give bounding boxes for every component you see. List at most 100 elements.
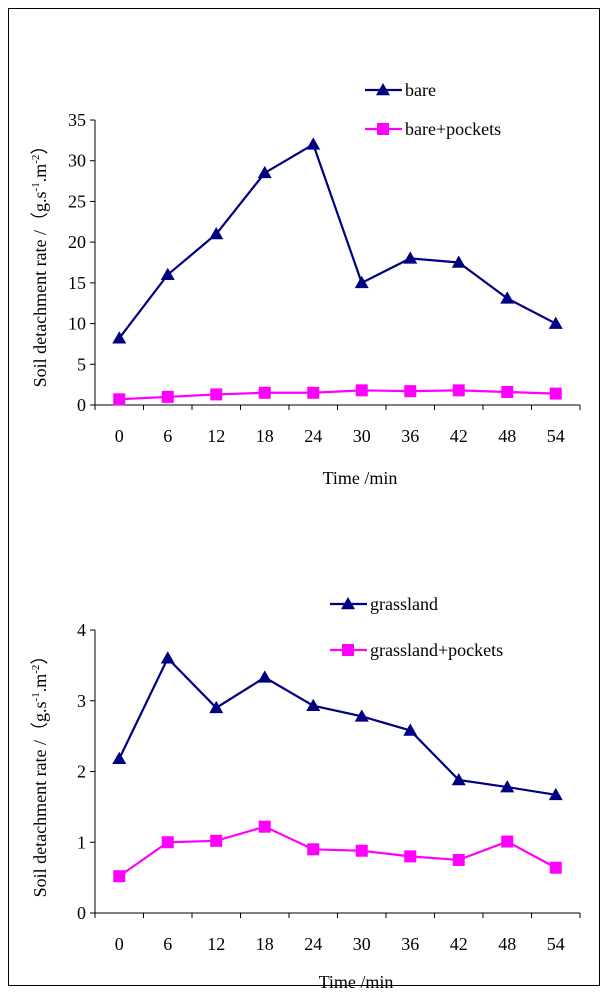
data-point-bare+pockets-7 — [452, 384, 465, 397]
legend-marker-bare — [376, 83, 390, 96]
chart-1-y-label-end: ） — [30, 137, 50, 155]
data-point-grassland+pockets-6 — [404, 850, 417, 863]
chart-2-legend: grassland grassland+pockets — [330, 594, 503, 660]
x-tick-label-0: 0 — [115, 934, 124, 954]
chart-1-x-axis-label: Time /min — [323, 468, 398, 488]
y-tick-label-1: 1 — [77, 832, 86, 852]
x-tick-label-7: 42 — [450, 426, 468, 446]
y-tick-label-3: 3 — [77, 691, 86, 711]
legend-marker-bare+pockets — [377, 123, 389, 135]
legend-label-grassland: grassland — [370, 594, 438, 614]
data-point-bare-7 — [451, 255, 466, 268]
data-point-grassland+pockets-1 — [161, 836, 174, 849]
x-tick-label-8: 48 — [498, 934, 516, 954]
data-point-grassland-4 — [306, 698, 321, 711]
data-point-grassland+pockets-8 — [501, 835, 514, 848]
chart-1-y-label-main: Soil detachment rate /（g.s — [30, 191, 50, 387]
data-point-grassland-7 — [451, 772, 466, 786]
legend-label-grassland+pockets: grassland+pockets — [370, 640, 503, 660]
chart-1-x-ticks: 0 6 12 18 24 30 36 42 48 54 — [94, 405, 581, 446]
data-point-bare+pockets-1 — [161, 390, 174, 403]
x-tick-label-1: 6 — [163, 426, 172, 446]
x-tick-label-2: 12 — [207, 934, 225, 954]
chart-1-y-label-mid: .m — [30, 164, 50, 183]
data-point-bare+pockets-2 — [210, 388, 223, 401]
data-point-grassland-5 — [354, 709, 369, 722]
x-tick-label-5: 30 — [353, 934, 371, 954]
y-tick-label-4: 4 — [77, 620, 86, 640]
data-point-bare+pockets-6 — [404, 385, 417, 398]
data-point-grassland+pockets-2 — [210, 834, 223, 847]
x-tick-label-0: 0 — [115, 426, 124, 446]
chart-2-y-label-mid: .m — [30, 674, 50, 693]
series-line-grassland — [118, 656, 556, 796]
chart-1-y-axis-label: Soil detachment rate /（g.s-1.m-2） — [30, 137, 50, 388]
legend-label-bare+pockets: bare+pockets — [405, 119, 501, 139]
data-point-bare-3 — [257, 165, 272, 179]
data-point-grassland+pockets-4 — [307, 843, 320, 856]
y-tick-label-2: 2 — [77, 762, 86, 782]
data-point-grassland+pockets-7 — [452, 853, 465, 866]
data-point-bare-0 — [112, 331, 127, 344]
x-tick-label-6: 36 — [401, 934, 419, 954]
data-point-bare-9 — [548, 316, 563, 329]
x-tick-label-4: 24 — [304, 934, 322, 954]
x-tick-label-9: 54 — [547, 934, 565, 954]
chart-2-y-axis-label: Soil detachment rate /（g.s-1.m-2） — [30, 647, 50, 898]
data-point-grassland+pockets-3 — [258, 820, 271, 833]
data-point-bare-1 — [160, 267, 175, 280]
chart-2-y-label-end: ） — [30, 647, 50, 665]
x-tick-label-7: 42 — [450, 934, 468, 954]
y-tick-label-1: 5 — [77, 354, 86, 374]
x-tick-label-5: 30 — [353, 426, 371, 446]
chart-1-y-ticks: 0 5 10 15 20 25 30 35 — [68, 110, 95, 415]
data-point-bare-6 — [403, 251, 418, 264]
data-point-grassland-8 — [500, 780, 515, 793]
data-point-bare-2 — [209, 227, 224, 240]
legend-marker-grassland — [341, 597, 355, 610]
data-point-bare-8 — [500, 291, 515, 304]
data-point-grassland-2 — [209, 700, 224, 714]
series-line-bare+pockets — [119, 389, 556, 401]
figure-frame — [8, 8, 600, 986]
legend-label-bare: bare — [405, 80, 436, 100]
y-tick-label-2: 10 — [68, 314, 86, 334]
chart-2-x-axis-label: Time /min — [319, 972, 394, 992]
data-point-grassland+pockets-5 — [355, 844, 368, 857]
x-tick-label-9: 54 — [547, 426, 565, 446]
data-point-bare-5 — [354, 275, 369, 289]
y-tick-label-0: 0 — [77, 395, 86, 415]
data-point-grassland-9 — [548, 787, 563, 801]
data-point-bare+pockets-3 — [258, 386, 271, 399]
y-tick-label-6: 30 — [68, 151, 86, 171]
chart-2-y-ticks: 0 1 2 3 4 — [77, 620, 95, 923]
data-point-bare-4 — [306, 137, 321, 150]
x-tick-label-3: 18 — [256, 426, 274, 446]
data-point-grassland-6 — [403, 723, 418, 736]
x-tick-label-1: 6 — [163, 934, 172, 954]
data-point-bare+pockets-4 — [307, 386, 320, 399]
series-line-grassland+pockets — [118, 825, 557, 878]
series-line-bare — [118, 142, 557, 339]
chart-2-y-label-sup1: -1 — [30, 692, 42, 701]
data-point-grassland-3 — [257, 670, 272, 683]
chart-1-legend: bare bare+pockets — [365, 80, 501, 139]
x-tick-label-8: 48 — [498, 426, 516, 446]
x-tick-label-4: 24 — [304, 426, 322, 446]
chart-1-series — [112, 137, 563, 406]
y-tick-label-5: 25 — [68, 191, 86, 211]
chart-2-series — [112, 651, 563, 883]
y-tick-label-7: 35 — [68, 110, 86, 130]
x-tick-label-3: 18 — [256, 934, 274, 954]
data-point-grassland-1 — [160, 651, 175, 664]
data-point-bare+pockets-8 — [501, 385, 514, 398]
chart-2-x-ticks: 0 6 12 18 24 30 36 42 48 54 — [94, 913, 581, 954]
legend-marker-grassland+pockets — [342, 644, 354, 656]
data-point-bare+pockets-0 — [113, 393, 126, 406]
x-tick-label-2: 12 — [207, 426, 225, 446]
y-tick-label-0: 0 — [77, 903, 86, 923]
chart-2-y-label-sup2: -2 — [30, 665, 42, 674]
